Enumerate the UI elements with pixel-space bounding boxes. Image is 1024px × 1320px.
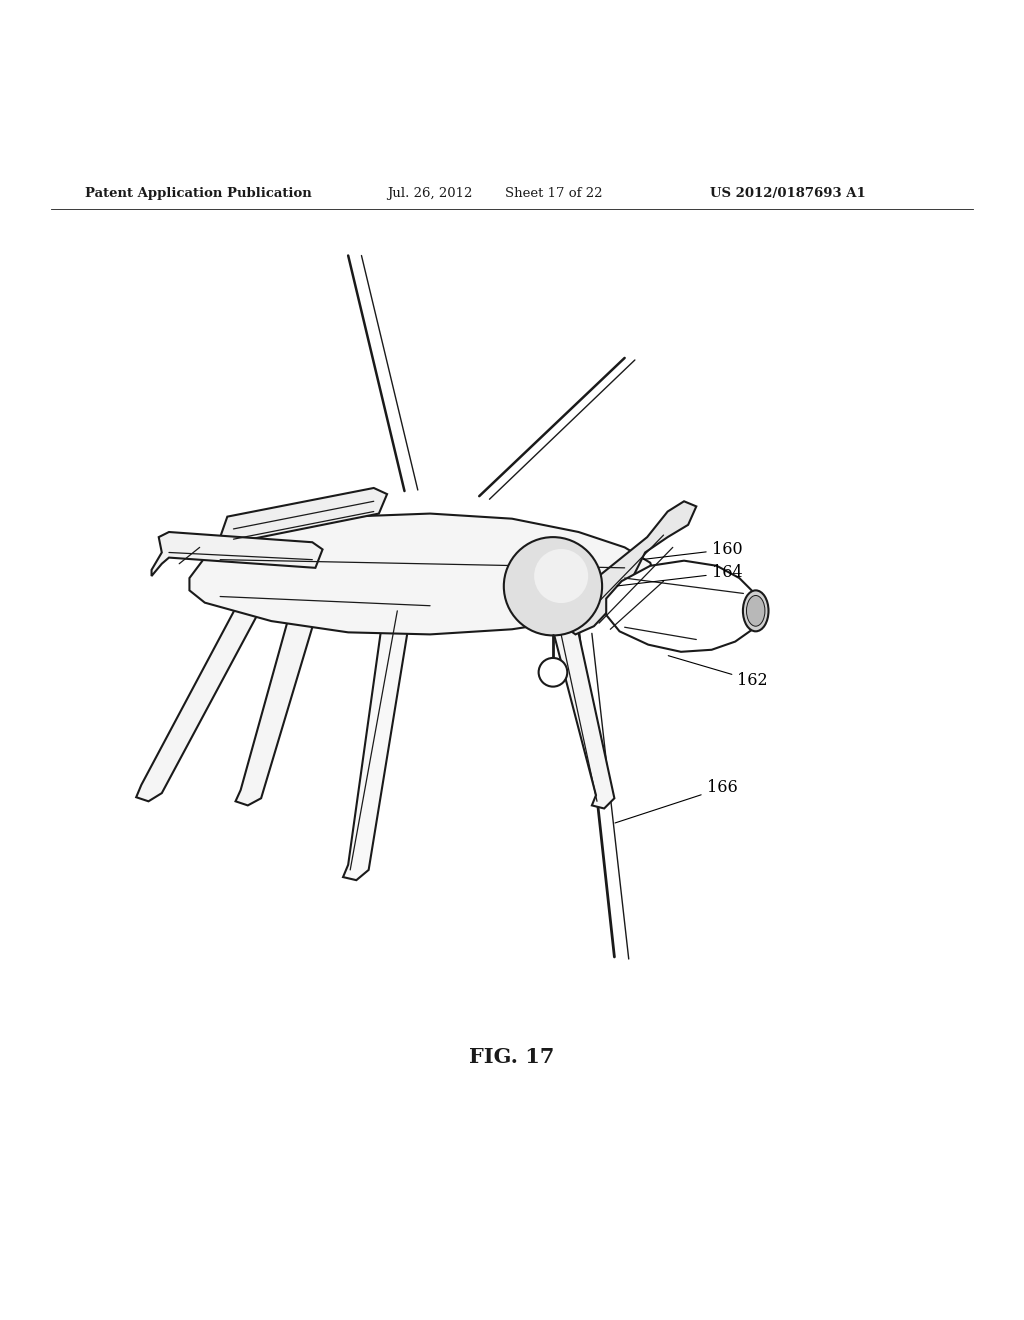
Text: 166: 166 [615,780,737,822]
Text: 162: 162 [669,656,768,689]
Text: 160: 160 [644,541,742,560]
Polygon shape [548,611,614,808]
Polygon shape [343,607,412,880]
Polygon shape [236,597,322,805]
Text: FIG. 17: FIG. 17 [469,1047,555,1068]
Text: Sheet 17 of 22: Sheet 17 of 22 [505,186,602,199]
Polygon shape [220,488,387,544]
Circle shape [535,549,588,603]
Text: 164: 164 [617,565,742,586]
Circle shape [504,537,602,635]
Polygon shape [189,513,655,635]
Circle shape [539,657,567,686]
Polygon shape [136,594,268,801]
Polygon shape [561,502,696,635]
Ellipse shape [743,590,768,631]
Text: Jul. 26, 2012: Jul. 26, 2012 [387,186,472,199]
Text: US 2012/0187693 A1: US 2012/0187693 A1 [710,186,865,199]
Ellipse shape [746,595,765,626]
Polygon shape [152,532,323,576]
Polygon shape [606,561,760,652]
Text: Patent Application Publication: Patent Application Publication [85,186,311,199]
